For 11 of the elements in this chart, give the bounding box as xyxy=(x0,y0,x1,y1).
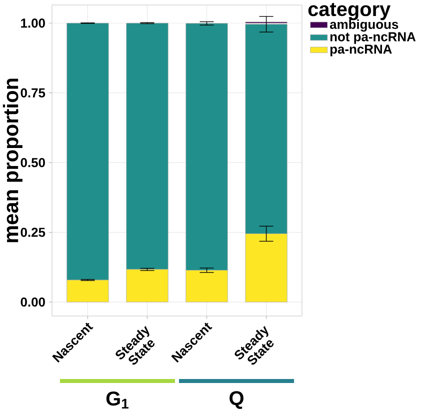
legend-title: category xyxy=(308,2,391,20)
y-tick-label: 0.50 xyxy=(20,158,45,168)
legend-label: not pa-ncRNA xyxy=(330,32,416,44)
y-tick-label: 0.75 xyxy=(20,88,46,98)
y-tick-label: 1.00 xyxy=(21,18,45,28)
legend-label: ambiguous xyxy=(330,19,398,32)
text: G$_{1}$ xyxy=(106,392,128,409)
y-tick-label: 0.25 xyxy=(20,228,46,237)
y-tick-label: 0.00 xyxy=(20,297,45,307)
text: Q xyxy=(230,391,244,409)
legend-label: pa-ncRNA xyxy=(330,44,392,56)
